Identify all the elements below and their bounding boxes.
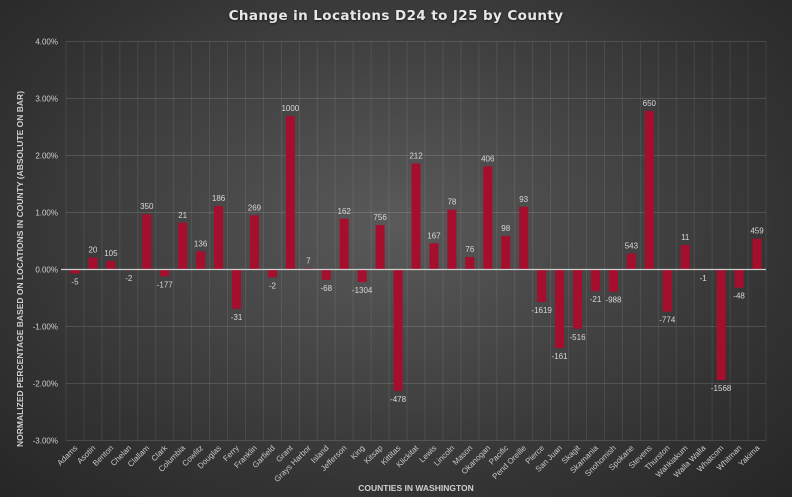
data-label: -2	[125, 274, 133, 283]
bar	[321, 269, 331, 280]
data-label: 93	[519, 195, 528, 204]
data-label: 78	[447, 198, 456, 207]
y-tick-label: -3.00%	[33, 437, 58, 446]
data-label: 543	[625, 242, 639, 251]
bar	[267, 269, 277, 278]
data-label: 406	[481, 154, 495, 163]
bar	[644, 111, 654, 270]
data-label: -177	[157, 280, 174, 289]
bar	[590, 269, 600, 292]
data-label: 459	[750, 227, 764, 236]
bar	[357, 269, 367, 283]
bar	[734, 269, 744, 288]
data-label: -1619	[531, 306, 552, 315]
x-tick-label: Adams	[55, 444, 79, 468]
data-label: -774	[659, 316, 676, 325]
data-label: 20	[88, 246, 97, 255]
data-label: -21	[590, 295, 602, 304]
data-label: 7	[306, 256, 311, 265]
data-label: -516	[570, 333, 587, 342]
bar	[483, 166, 493, 270]
data-label: 162	[338, 207, 352, 216]
data-label: 350	[140, 202, 154, 211]
data-label: 650	[643, 99, 657, 108]
y-tick-label: -2.00%	[33, 380, 58, 389]
bar	[519, 206, 529, 270]
data-label: -478	[390, 395, 407, 404]
bar	[608, 269, 618, 292]
bar	[196, 251, 206, 270]
bar	[626, 253, 636, 270]
data-label: 269	[248, 203, 262, 212]
data-label: -161	[552, 352, 569, 361]
x-axis-label: COUNTIES IN WASHINGTON	[358, 483, 474, 493]
bar	[232, 269, 242, 309]
data-label: 98	[501, 224, 510, 233]
y-tick-label: 0.00%	[35, 266, 58, 275]
data-label: 186	[212, 194, 226, 203]
y-tick-label: 4.00%	[35, 38, 58, 47]
data-label: -1568	[711, 384, 732, 393]
bar	[662, 269, 672, 312]
bar	[465, 256, 475, 270]
data-label: -31	[231, 313, 243, 322]
bar	[339, 218, 349, 270]
data-label: -2	[269, 281, 277, 290]
data-label: 136	[194, 239, 208, 248]
bar	[285, 116, 295, 270]
data-label: -5	[71, 277, 79, 286]
bar	[178, 222, 188, 270]
bar	[88, 257, 98, 270]
bar	[573, 269, 583, 329]
bar	[752, 238, 762, 270]
bar	[429, 243, 439, 270]
y-tick-label: -1.00%	[33, 323, 58, 332]
data-label: -1304	[352, 286, 373, 295]
bar	[716, 269, 726, 381]
data-label: 167	[427, 231, 441, 240]
bar	[70, 269, 80, 274]
data-label: 21	[178, 211, 187, 220]
x-tick-label: Lincoln	[432, 444, 456, 468]
bar	[249, 215, 259, 270]
bar	[555, 269, 565, 349]
data-label: -1	[700, 274, 708, 283]
y-tick-label: 1.00%	[35, 209, 58, 218]
bar	[501, 235, 511, 270]
data-label: 756	[373, 213, 387, 222]
data-label: 212	[409, 151, 423, 160]
data-label: -988	[605, 296, 622, 305]
bar	[160, 269, 170, 277]
data-label: 11	[681, 233, 690, 242]
bar	[411, 163, 421, 270]
data-label: 105	[104, 249, 118, 258]
bar	[106, 260, 116, 270]
bar	[537, 269, 547, 302]
data-label: 1000	[281, 104, 299, 113]
bar	[142, 214, 152, 270]
data-label: 76	[465, 245, 474, 254]
bar	[447, 209, 457, 270]
bar	[680, 244, 690, 270]
bar	[393, 269, 403, 391]
bar	[375, 225, 385, 270]
data-label: -68	[320, 284, 332, 293]
bar	[214, 206, 224, 270]
y-tick-label: 3.00%	[35, 95, 58, 104]
y-tick-label: 2.00%	[35, 152, 58, 161]
chart-title: Change in Locations D24 to J25 by County	[228, 8, 564, 24]
data-label: -48	[733, 292, 745, 301]
